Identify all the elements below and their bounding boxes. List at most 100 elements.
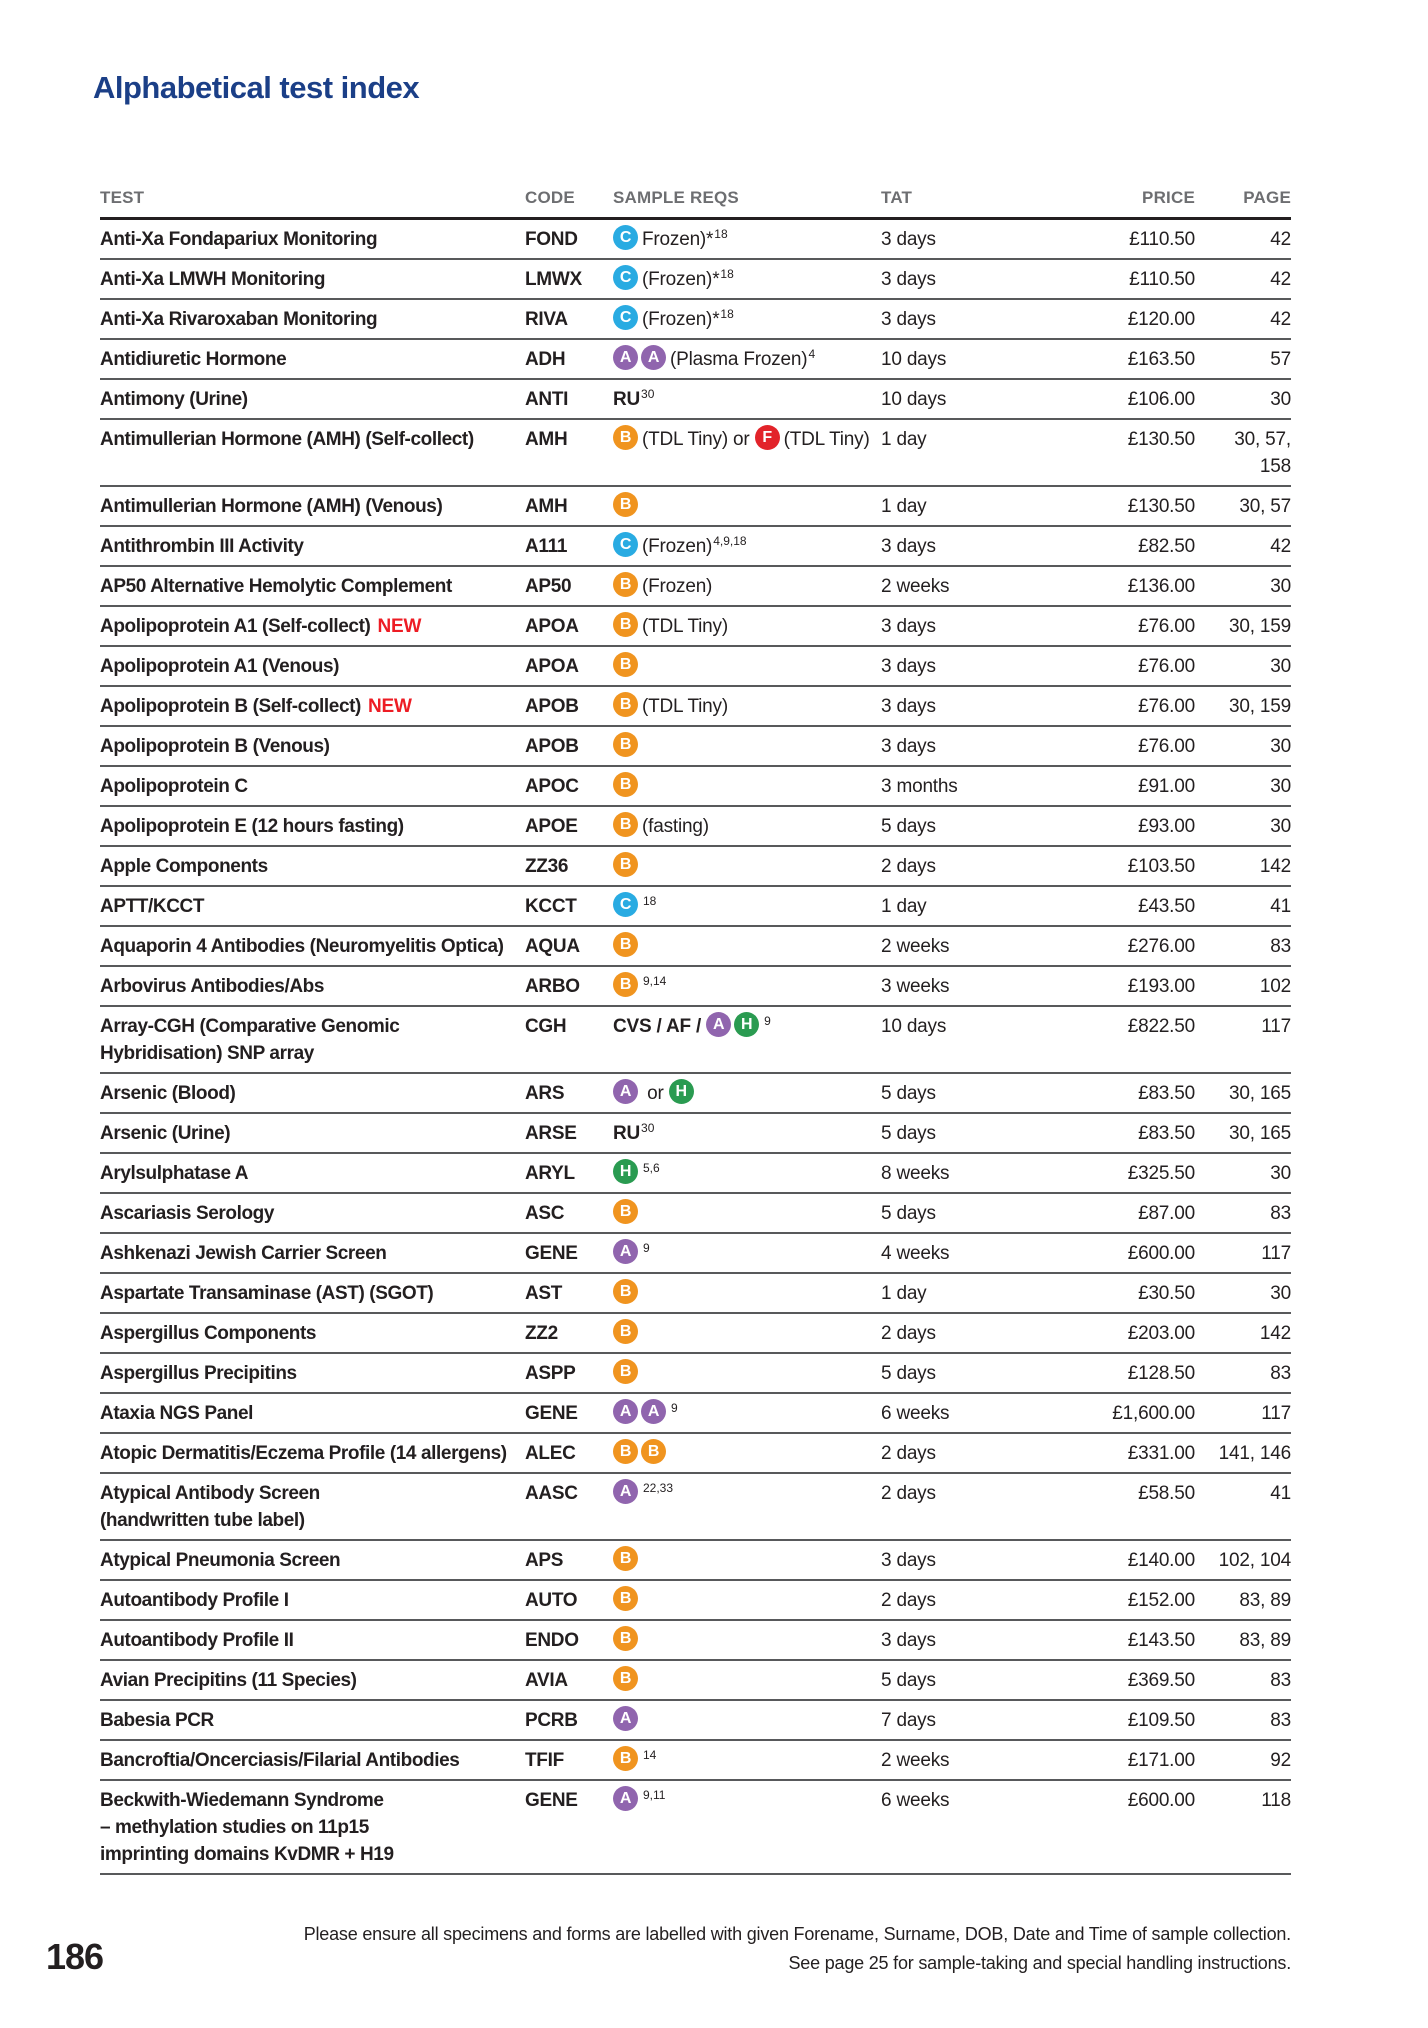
price-cell: £600.00	[1127, 1243, 1195, 1264]
table-row: Apolipoprotein B (Venous) APOB B 3 days £76.…	[100, 727, 1291, 767]
price-cell: £110.50	[1129, 229, 1195, 250]
page-ref-cell: 42	[1270, 309, 1291, 330]
price-cell: £83.50	[1138, 1083, 1195, 1104]
price-cell: £30.50	[1138, 1283, 1195, 1304]
test-name-cell: Antithrombin III Activity	[100, 533, 525, 560]
sample-reqs-cell: B (Frozen)	[613, 572, 881, 600]
c-sample-icon: C	[613, 305, 638, 331]
page-ref-cell: 83, 89	[1239, 1630, 1291, 1651]
sample-footnote: 4,9,18	[713, 533, 747, 548]
price-cell: £331.00	[1127, 1443, 1195, 1464]
test-name: Bancroftia/Oncerciasis/Filarial Antibodi…	[100, 1750, 460, 1771]
test-name-cell: Autoantibody Profile I	[100, 1587, 525, 1614]
sample-text: (TDL Tiny) or	[642, 429, 755, 450]
table-row: Antimony (Urine) ANTI RU30 10 days £106.00 30	[100, 380, 1291, 420]
test-name-cell: Apolipoprotein B (Venous)	[100, 733, 525, 760]
test-code-cell: PCRB	[525, 1710, 578, 1731]
test-name-cell: Babesia PCR	[100, 1707, 525, 1734]
tat-cell: 5 days	[881, 1123, 936, 1144]
tat-cell: 5 days	[881, 1203, 936, 1224]
table-row: Apolipoprotein C APOC B 3 months £91.00 30	[100, 767, 1291, 807]
test-code-cell: KCCT	[525, 896, 577, 917]
test-code-cell: APOA	[525, 616, 579, 637]
table-row: Ataxia NGS Panel GENE A A 9 6 weeks £1,600.00 1…	[100, 1394, 1291, 1434]
price-cell: £76.00	[1138, 696, 1195, 717]
tat-cell: 7 days	[881, 1710, 936, 1731]
test-code-cell: TFIF	[525, 1750, 564, 1771]
tat-cell: 3 days	[881, 309, 936, 330]
page-ref-cell: 142	[1259, 1323, 1291, 1344]
page-ref-cell: 141, 146	[1218, 1443, 1292, 1464]
table-row: Anti-Xa LMWH Monitoring LMWX C (Frozen)*18 3…	[100, 260, 1291, 300]
c-sample-icon: C	[613, 532, 638, 558]
tat-cell: 5 days	[881, 816, 936, 837]
test-name: Aquaporin 4 Antibodies (Neuromyelitis Op…	[100, 936, 504, 957]
price-cell: £103.50	[1127, 856, 1195, 877]
table-row: Antidiuretic Hormone ADH A A (Plasma Frozen)…	[100, 340, 1291, 380]
price-cell: £76.00	[1138, 656, 1195, 677]
table-row: AP50 Alternative Hemolytic Complement AP5…	[100, 567, 1291, 607]
test-name-cell: Apolipoprotein B (Self-collect) NEW	[100, 693, 525, 720]
page-ref-cell: 117	[1261, 1403, 1291, 1424]
test-code-cell: APOC	[525, 776, 579, 797]
sample-footnote: 9,11	[643, 1787, 666, 1802]
page-ref-cell: 30, 159	[1229, 616, 1291, 637]
page-ref-cell: 30	[1270, 1283, 1291, 1304]
b-sample-icon: B	[641, 1439, 666, 1465]
b-sample-icon: B	[613, 812, 638, 838]
page-ref-cell: 30	[1270, 776, 1291, 797]
sample-text: (Frozen)*	[642, 269, 720, 290]
sample-reqs-cell: B (fasting)	[613, 812, 881, 840]
table-row: Antithrombin III Activity A111 C (Frozen)4,…	[100, 527, 1291, 567]
test-name-cell: Arbovirus Antibodies/Abs	[100, 973, 525, 1000]
f-sample-icon: F	[754, 425, 780, 451]
price-cell: £193.00	[1127, 976, 1195, 997]
table-row: Autoantibody Profile I AUTO B 2 days £152.00…	[100, 1581, 1291, 1621]
page-ref-cell: 83	[1270, 1670, 1291, 1691]
price-cell: £130.50	[1127, 496, 1195, 517]
table-row: Atypical Antibody Screen (handwritten tu…	[100, 1474, 1291, 1541]
price-cell: £120.00	[1127, 309, 1195, 330]
test-name: Ataxia NGS Panel	[100, 1403, 254, 1424]
test-code-cell: AVIA	[525, 1670, 568, 1691]
test-code-cell: GENE	[525, 1403, 578, 1424]
page-ref-cell: 30	[1270, 736, 1291, 757]
sample-reqs-cell: B (TDL Tiny) or F (TDL Tiny)	[613, 425, 881, 453]
price-cell: £130.50	[1127, 429, 1195, 450]
sample-footnote: 30	[641, 1120, 655, 1135]
b-sample-icon: B	[613, 1279, 638, 1305]
tat-cell: 1 day	[881, 896, 927, 917]
column-header-price: PRICE	[1142, 188, 1195, 207]
test-name: Apolipoprotein B (Venous)	[100, 736, 330, 757]
test-name-cell: Arsenic (Blood)	[100, 1080, 525, 1107]
b-sample-icon: B	[613, 572, 638, 598]
table-row: Ascariasis Serology ASC B 5 days £87.00 83	[100, 1194, 1291, 1234]
table-row: Babesia PCR PCRB A 7 days £109.50 83	[100, 1701, 1291, 1741]
sample-reqs-cell: B	[613, 1626, 881, 1654]
sample-text: (Plasma Frozen)	[670, 349, 808, 370]
price-cell: £203.00	[1127, 1323, 1195, 1344]
page-ref-cell: 117	[1261, 1243, 1291, 1264]
sample-footnote: 5,6	[643, 1160, 660, 1175]
tat-cell: 4 weeks	[881, 1243, 950, 1264]
b-sample-icon: B	[613, 932, 638, 958]
test-code-cell: ASC	[525, 1203, 565, 1224]
test-name-cell: Antimony (Urine)	[100, 386, 525, 413]
sample-text: (TDL Tiny)	[642, 616, 728, 637]
tat-cell: 3 days	[881, 269, 936, 290]
page-ref-cell: 83	[1270, 936, 1291, 957]
table-row: Atypical Pneumonia Screen APS B 3 days £140.…	[100, 1541, 1291, 1581]
sample-footnote: 9,14	[643, 973, 667, 988]
page-ref-cell: 83, 89	[1239, 1590, 1291, 1611]
new-badge: NEW	[368, 696, 412, 717]
page-ref-cell: 142	[1259, 856, 1291, 877]
tat-cell: 6 weeks	[881, 1790, 950, 1811]
b-sample-icon: B	[613, 1319, 638, 1345]
b-sample-icon: B	[613, 1546, 638, 1572]
column-header-sample-reqs: SAMPLE REQS	[613, 188, 739, 207]
test-name: Antimullerian Hormone (AMH) (Self-collec…	[100, 429, 474, 450]
test-name: Apolipoprotein B (Self-collect)	[100, 696, 361, 717]
a-sample-icon: A	[613, 1239, 638, 1265]
tat-cell: 3 weeks	[881, 976, 950, 997]
